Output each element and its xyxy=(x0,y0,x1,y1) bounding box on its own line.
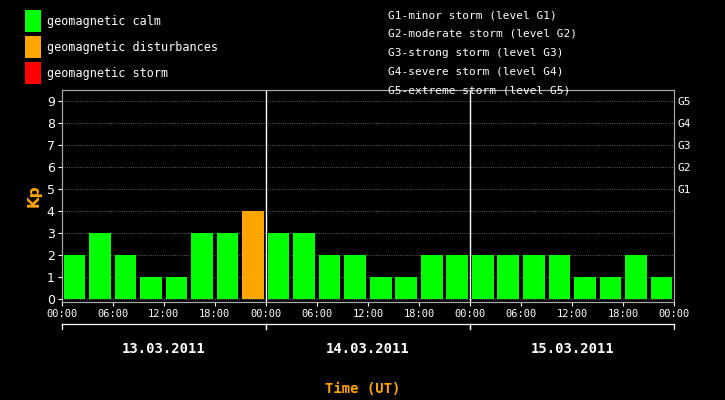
Bar xyxy=(650,277,672,299)
Bar xyxy=(191,233,213,299)
Bar xyxy=(523,255,544,299)
Text: G2-moderate storm (level G2): G2-moderate storm (level G2) xyxy=(388,29,577,39)
Bar xyxy=(472,255,494,299)
Bar xyxy=(497,255,519,299)
Bar xyxy=(165,277,187,299)
Bar xyxy=(447,255,468,299)
Text: G3-strong storm (level G3): G3-strong storm (level G3) xyxy=(388,48,563,58)
Y-axis label: Kp: Kp xyxy=(26,185,41,207)
Text: 14.03.2011: 14.03.2011 xyxy=(326,342,410,356)
Bar xyxy=(242,211,264,299)
Bar xyxy=(64,255,86,299)
Bar xyxy=(574,277,596,299)
Text: 15.03.2011: 15.03.2011 xyxy=(530,342,614,356)
Bar xyxy=(395,277,417,299)
Bar xyxy=(140,277,162,299)
Bar xyxy=(115,255,136,299)
Bar xyxy=(319,255,341,299)
Text: geomagnetic disturbances: geomagnetic disturbances xyxy=(47,40,218,54)
Bar xyxy=(421,255,442,299)
Text: geomagnetic storm: geomagnetic storm xyxy=(47,66,168,80)
Bar xyxy=(217,233,239,299)
Bar xyxy=(625,255,647,299)
Text: Time (UT): Time (UT) xyxy=(325,382,400,396)
Text: G1-minor storm (level G1): G1-minor storm (level G1) xyxy=(388,10,557,20)
Bar xyxy=(549,255,571,299)
Text: G4-severe storm (level G4): G4-severe storm (level G4) xyxy=(388,66,563,76)
Text: geomagnetic calm: geomagnetic calm xyxy=(47,14,161,28)
Bar xyxy=(268,233,289,299)
Bar xyxy=(370,277,392,299)
Text: G5-extreme storm (level G5): G5-extreme storm (level G5) xyxy=(388,85,570,95)
Text: 13.03.2011: 13.03.2011 xyxy=(122,342,206,356)
Bar xyxy=(344,255,366,299)
Bar xyxy=(600,277,621,299)
Bar xyxy=(294,233,315,299)
Bar xyxy=(89,233,111,299)
